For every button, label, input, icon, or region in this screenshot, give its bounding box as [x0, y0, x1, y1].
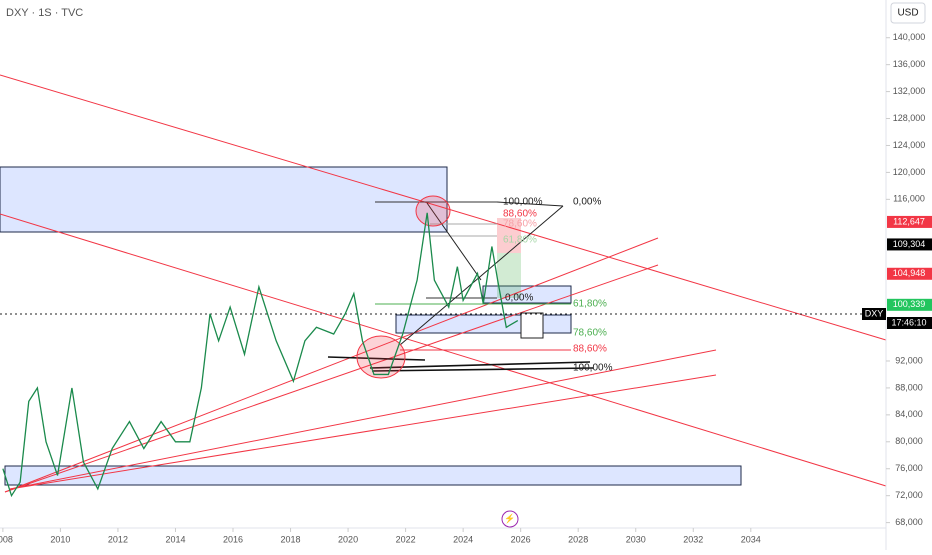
trend-line: [0, 74, 887, 341]
x-tick-label: 2016: [223, 534, 243, 544]
fib-label: 88,60%: [503, 209, 537, 220]
fib-label: 61,80%: [573, 299, 607, 310]
x-tick-label: 2008: [0, 534, 13, 544]
y-tick-label: 80,000: [895, 436, 923, 446]
symbol-label: DXY: [865, 308, 884, 318]
price-tag-label: 109,304: [893, 239, 926, 249]
trend-line: [9, 374, 717, 490]
projection-box: [520, 312, 544, 339]
symbol-tag: [862, 308, 886, 320]
y-tick-label: 88,000: [895, 382, 923, 392]
fib-labels: 100,00% 0,00% 88,60% 78,60% 61,80% 0,00%…: [503, 197, 613, 374]
y-tick-label: 76,000: [895, 463, 923, 473]
level-line: [327, 356, 426, 361]
fib-zone: [497, 218, 521, 253]
price-tag: [887, 267, 932, 280]
triangle-line: [399, 205, 564, 346]
y-tick-label: 140,000: [893, 32, 926, 42]
x-tick-label: 2022: [396, 534, 416, 544]
x-tick-label: 2020: [338, 534, 358, 544]
trend-line: [4, 264, 659, 493]
fib-label: 78,60%: [503, 219, 537, 230]
time-label: 17:46:10: [891, 317, 926, 327]
y-tick-label: 132,000: [893, 86, 926, 96]
price-tag-label: 100,339: [893, 299, 926, 309]
fib-label: 0,00%: [573, 197, 601, 208]
y-tick-label: 128,000: [893, 113, 926, 123]
y-tick-label: 72,000: [895, 490, 923, 500]
chart-title: DXY · 1S · TVC: [6, 7, 83, 19]
x-tick-label: 2014: [165, 534, 185, 544]
fib-label: 88,60%: [573, 344, 607, 355]
zone-box: [482, 285, 572, 304]
y-tick-label: 124,000: [893, 140, 926, 150]
trend-line: [4, 237, 659, 493]
fib-zone: [497, 253, 521, 298]
fib-label: 61,80%: [503, 235, 537, 246]
y-tick-label: 116,000: [893, 194, 925, 204]
currency-button[interactable]: [890, 2, 926, 24]
x-tick-label: 2024: [453, 534, 473, 544]
x-tick-label: 2034: [741, 534, 761, 544]
level-line: [371, 367, 594, 372]
price-tag: [887, 298, 932, 311]
price-tag-label: 104,948: [893, 268, 926, 278]
zone-box: [395, 314, 572, 334]
fib-label: 100,00%: [573, 363, 613, 374]
drawings: [0, 74, 887, 493]
price-tag: [887, 238, 932, 251]
y-tick-label: 120,000: [893, 167, 926, 177]
time-tag: [887, 317, 932, 329]
event-icon[interactable]: [501, 510, 519, 528]
price-tag: [887, 215, 932, 228]
x-tick-label: 2018: [281, 534, 301, 544]
x-tick-label: 2010: [50, 534, 70, 544]
y-tick-label: 84,000: [895, 409, 923, 419]
event-icon-glyph[interactable]: ⚡: [504, 512, 515, 524]
currency-label[interactable]: USD: [897, 8, 918, 19]
x-tick-label: 2032: [683, 534, 703, 544]
triangle-line: [496, 201, 564, 207]
highlight-circle: [415, 195, 451, 227]
y-tick-label: 68,000: [895, 517, 923, 527]
x-tick-label: 2012: [108, 534, 128, 544]
level-line: [369, 361, 591, 369]
y-tick-label: 92,000: [895, 355, 923, 365]
x-tick-label: 2026: [511, 534, 531, 544]
fib-label: 78,60%: [573, 328, 607, 339]
zone-box: [4, 465, 742, 486]
price-tag-label: 112,647: [893, 216, 925, 226]
x-tick-label: 2030: [626, 534, 646, 544]
fib-label: 100,00%: [503, 197, 543, 208]
x-tick-label: 2028: [568, 534, 588, 544]
y-tick-label: 136,000: [893, 59, 926, 69]
triangle-line: [426, 202, 482, 281]
fib-label: 0,00%: [505, 293, 533, 304]
price-line: [2, 212, 519, 498]
highlight-circle: [356, 335, 406, 379]
zone-box: [0, 166, 448, 233]
trend-line: [9, 349, 717, 490]
